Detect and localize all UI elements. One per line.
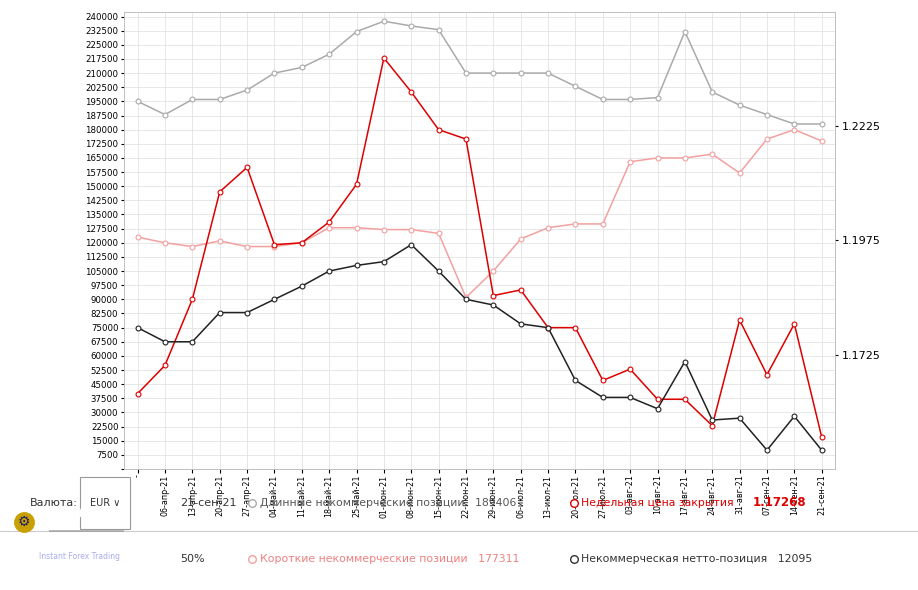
Text: Длинные некоммерческие позиции   189406: Длинные некоммерческие позиции 189406	[260, 497, 516, 508]
FancyBboxPatch shape	[80, 477, 130, 529]
Text: EUR ∨: EUR ∨	[90, 498, 120, 507]
Text: 21-сен-21: 21-сен-21	[180, 498, 237, 507]
Text: Instant Forex Trading: Instant Forex Trading	[39, 552, 120, 562]
Text: Недельная цена закрытия: Недельная цена закрытия	[581, 498, 741, 507]
Text: 50%: 50%	[180, 555, 205, 564]
Text: instaforex: instaforex	[42, 507, 118, 520]
Text: Некоммерческая нетто-позиция   12095: Некоммерческая нетто-позиция 12095	[581, 555, 812, 564]
Text: Валюта:: Валюта:	[30, 498, 78, 507]
Text: 1.17268: 1.17268	[753, 496, 806, 509]
Text: ⚙: ⚙	[17, 514, 30, 529]
Text: Короткие некоммерческие позиции   177311: Короткие некоммерческие позиции 177311	[260, 555, 520, 564]
